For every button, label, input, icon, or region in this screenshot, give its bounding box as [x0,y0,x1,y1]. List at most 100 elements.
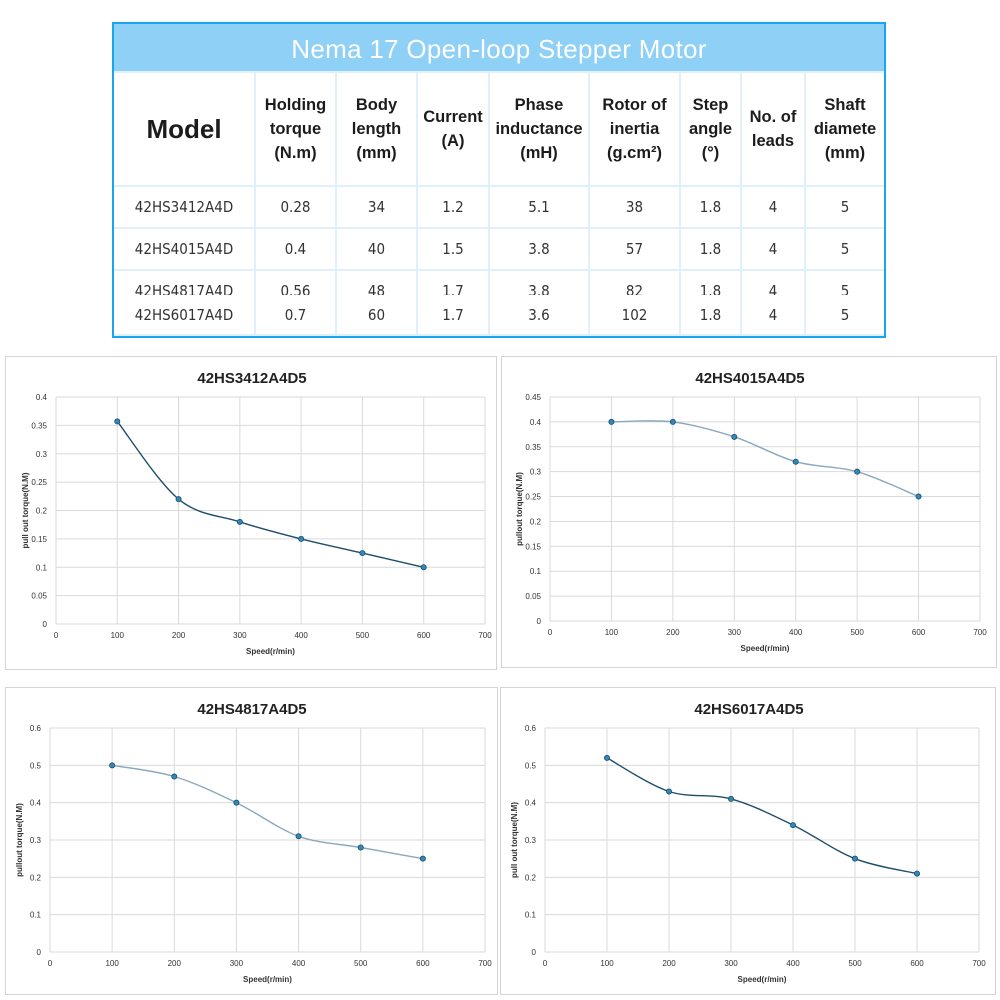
y-tick-label: 0.1 [525,911,537,920]
x-axis-label: Speed(r/min) [741,644,790,653]
y-axis-label: pullout torque(N.M) [15,803,24,877]
y-tick-label: 0.3 [30,836,42,845]
table-row: 42HS3412A4D 0.28 34 1.2 5.1 38 1.8 4 5 [114,187,884,227]
y-tick-label: 0.3 [36,450,48,459]
spec-table: Nema 17 Open-loop Stepper Motor Model Ho… [112,22,886,338]
y-tick-label: 0.2 [30,873,42,882]
table-cell: 4 [742,187,804,227]
table-cell: 38 [590,187,679,227]
header-rotor-inertia: Rotor of inertia (g.cm²) [590,73,679,185]
chart-title: 42HS6017A4D5 [694,701,803,718]
y-tick-label: 0.45 [525,393,541,402]
header-step-angle: Step angle (°) [681,73,740,185]
y-tick-label: 0.3 [530,468,542,477]
table-cell: 0.7 [256,295,335,334]
x-axis-label: Speed(r/min) [246,647,295,656]
y-tick-label: 0.1 [530,567,542,576]
table-cell: 60 [337,295,416,334]
series-line [611,420,919,498]
table-cell: 5.1 [490,187,588,227]
x-tick-label: 100 [105,959,119,968]
y-tick-label: 0.2 [525,873,537,882]
x-tick-label: 500 [356,631,370,640]
x-tick-label: 600 [416,959,430,968]
data-point [114,418,121,425]
y-tick-label: 0.25 [525,493,541,502]
x-tick-label: 600 [417,631,431,640]
header-current-label: Current (A) [423,108,483,150]
data-point [419,855,426,862]
y-tick-label: 0 [43,620,48,629]
table-cell: 42HS4015A4D [114,229,254,269]
torque-chart-2: 42HS4015A4D5 0 0.05 0.1 0.15 0.2 0.25 0.3 0.35 0… [501,356,997,668]
torque-chart-1: 42HS3412A4D5 0 0.05 0.1 0.15 0.2 0.25 0.3 0.35 0… [5,356,497,670]
table-cell: 5 [806,187,884,227]
data-point [731,433,738,440]
y-tick-label: 0.05 [31,592,47,601]
x-tick-label: 400 [789,628,803,637]
x-tick-label: 200 [662,959,676,968]
x-tick-label: 200 [666,628,680,637]
y-tick-label: 0.15 [525,542,541,551]
data-point [608,418,615,425]
x-tick-label: 500 [354,959,368,968]
data-point [175,496,182,503]
y-tick-label: 0 [537,617,542,626]
data-point [669,418,676,425]
data-point [357,844,364,851]
table-cell: 1.8 [681,187,740,227]
data-point [359,550,366,557]
y-tick-label: 0.25 [31,478,47,487]
y-tick-label: 0.5 [30,761,42,770]
header-current: Current (A) [418,73,488,185]
header-phase-inductance: Phase inductance (mH) [490,73,588,185]
spec-table-title: Nema 17 Open-loop Stepper Motor [114,24,884,71]
y-tick-label: 0.6 [525,724,537,733]
table-cell: 1.2 [418,187,488,227]
table-cell: 34 [337,187,416,227]
table-cell: 4 [742,229,804,269]
data-point [854,468,861,475]
data-point [915,493,922,500]
chart-svg: 42HS3412A4D5 0 0.05 0.1 0.15 0.2 0.25 0.3 0.35 0… [21,370,492,656]
x-tick-label: 500 [850,628,864,637]
y-tick-label: 0.1 [30,911,42,920]
header-no-of-leads: No. of leads [742,73,804,185]
header-model: Model [114,73,254,185]
y-tick-label: 0.4 [36,393,48,402]
x-tick-label: 700 [478,959,492,968]
data-point [298,535,305,542]
header-rotor-inertia-label: Rotor of inertia (g.cm²) [602,96,667,162]
x-tick-label: 100 [600,959,614,968]
table-cell: 40 [337,229,416,269]
x-tick-label: 0 [48,959,53,968]
chart-title: 42HS3412A4D5 [197,370,306,387]
chart-title: 42HS4817A4D5 [197,701,306,718]
data-point [665,788,672,795]
y-tick-label: 0.4 [525,799,537,808]
x-tick-label: 700 [972,959,986,968]
y-tick-label: 0.35 [31,421,47,430]
data-point [109,762,116,769]
x-tick-label: 600 [910,959,924,968]
table-cell: 42HS6017A4D [114,295,254,334]
series-line [111,764,424,860]
x-tick-label: 0 [543,959,548,968]
torque-chart-3: 42HS4817A4D5 0 0.1 0.2 0.3 0.4 0.5 0.6 0 100 200 3… [5,687,498,995]
table-cell: 0.28 [256,187,335,227]
data-point [171,773,178,780]
header-shaft-diameter: Shaft diamete (mm) [806,73,884,185]
table-cell: 1.5 [418,229,488,269]
chart-svg: 42HS4015A4D5 0 0.05 0.1 0.15 0.2 0.25 0.3 0.35 0… [515,370,987,653]
x-tick-label: 0 [54,631,59,640]
y-tick-label: 0.2 [36,507,48,516]
header-body-length: Body length (mm) [337,73,416,185]
y-tick-label: 0.2 [530,517,542,526]
y-tick-label: 0.3 [525,836,537,845]
x-tick-label: 300 [230,959,244,968]
y-tick-label: 0 [37,948,42,957]
header-holding-torque: Holding torque (N.m) [256,73,335,185]
header-step-angle-label: Step angle (°) [688,96,733,162]
x-tick-label: 600 [912,628,926,637]
x-axis-label: Speed(r/min) [738,975,787,984]
